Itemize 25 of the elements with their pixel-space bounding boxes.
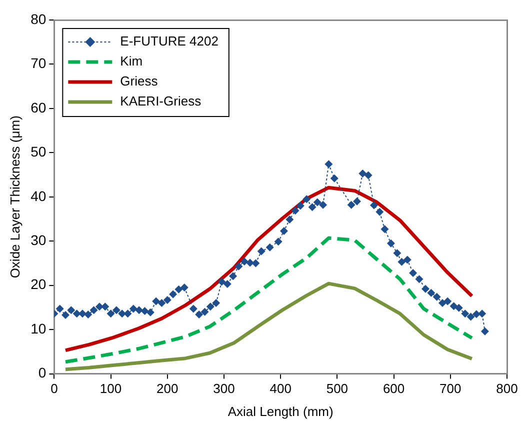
- y-tick-label: 80: [30, 10, 46, 27]
- x-tick-label: 700: [440, 381, 462, 396]
- x-tick-label: 500: [326, 381, 348, 396]
- x-tick-label: 0: [50, 381, 58, 396]
- y-tick-label: 20: [30, 276, 46, 292]
- x-tick-label: 300: [213, 381, 235, 396]
- y-tick-label: 60: [30, 99, 46, 116]
- y-tick-label: 40: [30, 188, 46, 204]
- y-tick-label: 0: [38, 364, 46, 381]
- y-tick-label: 50: [30, 144, 46, 160]
- x-tick-label: 600: [382, 381, 405, 396]
- legend-label: E-FUTURE 4202: [120, 34, 218, 49]
- y-tick-label: 70: [30, 55, 46, 72]
- x-axis-title: Axial Length (mm): [228, 404, 334, 419]
- x-tick-label: 100: [100, 381, 122, 396]
- y-axis-title: Oxide Layer Thickness (μm): [7, 116, 22, 278]
- line-series: [64, 236, 474, 364]
- y-tick-label: 10: [30, 320, 46, 336]
- x-tick-label: 200: [156, 381, 178, 396]
- legend-label: Griess: [120, 74, 158, 89]
- x-tick-label: 800: [496, 381, 518, 396]
- x-tick-label: 400: [270, 381, 292, 396]
- legend-label: KAERI-Griess: [120, 94, 202, 109]
- legend-label: Kim: [120, 54, 143, 69]
- y-tick-label: 30: [30, 232, 46, 248]
